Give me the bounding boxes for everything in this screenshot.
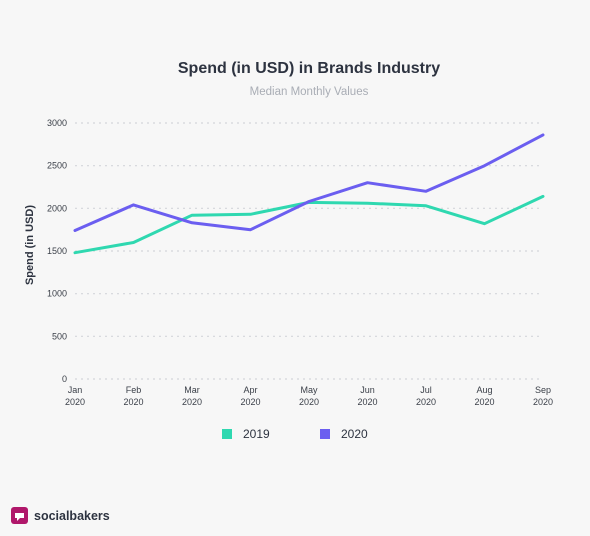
legend-label: 2019 — [243, 427, 270, 441]
y-tick-labels: 0 500 1000 1500 2000 2500 3000 — [47, 118, 67, 384]
x-tick-label: Feb 2020 — [123, 385, 143, 407]
x-tick-label: May 2020 — [299, 385, 319, 407]
series-line-2019 — [73, 194, 545, 255]
y-tick-label: 2000 — [47, 203, 67, 213]
x-tick-label: Jul 2020 — [416, 385, 436, 407]
y-tick-label: 1500 — [47, 246, 67, 256]
x-tick-label: Jun 2020 — [357, 385, 377, 407]
socialbakers-logo-mark — [15, 513, 24, 521]
chart-title: Spend (in USD) in Brands Industry — [178, 60, 440, 77]
x-tick-label: Apr 2020 — [240, 385, 260, 407]
brand-logo: socialbakers — [11, 507, 110, 524]
y-tick-label: 500 — [52, 331, 67, 341]
legend-swatch — [320, 429, 330, 439]
x-tick-label: Mar 2020 — [182, 385, 202, 407]
x-tick-labels: Jan 2020 Feb 2020 Mar 2020 Apr 2020 May 2020 Jun 20… — [65, 385, 553, 407]
x-tick-label: Sep 2020 — [533, 385, 553, 407]
legend: 2019 2020 — [222, 427, 368, 441]
x-tick-label: Jan 2020 — [65, 385, 85, 407]
legend-item: 2020 — [320, 427, 368, 441]
y-tick-label: 2500 — [47, 161, 67, 171]
chart-subtitle: Median Monthly Values — [250, 86, 369, 98]
legend-label: 2020 — [341, 427, 368, 441]
y-tick-label: 0 — [62, 374, 67, 384]
series-line-2020 — [73, 133, 545, 232]
y-tick-label: 3000 — [47, 118, 67, 128]
y-tick-label: 1000 — [47, 289, 67, 299]
series-lines — [73, 133, 545, 255]
y-axis-label: Spend (in USD) — [24, 205, 36, 285]
gridlines — [75, 122, 543, 380]
x-tick-label: Aug 2020 — [474, 385, 494, 407]
brand-name: socialbakers — [34, 509, 110, 523]
legend-swatch — [222, 429, 232, 439]
legend-item: 2019 — [222, 427, 270, 441]
